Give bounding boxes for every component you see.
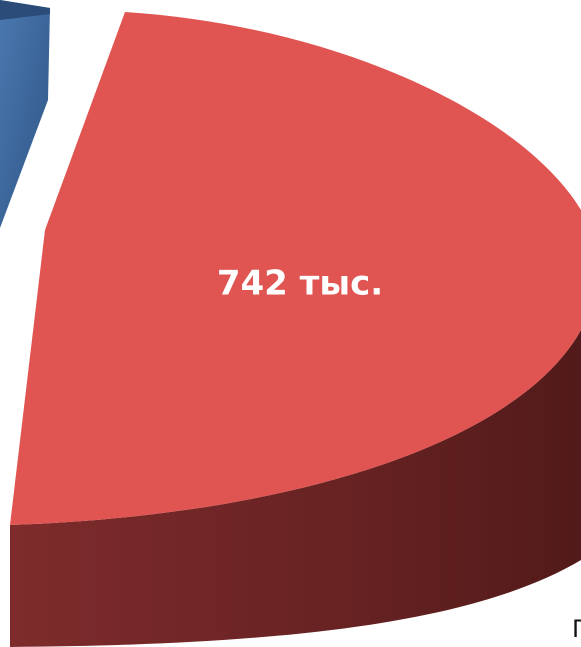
slice-side — [10, 330, 581, 647]
marks — [10, 12, 581, 525]
pie-slice — [10, 12, 581, 525]
neighbor-slice-edge — [0, 0, 50, 20]
value-label: 742 тыс. — [217, 264, 383, 304]
neighbor-slice — [0, 0, 50, 228]
annotation: Г — [572, 615, 581, 643]
